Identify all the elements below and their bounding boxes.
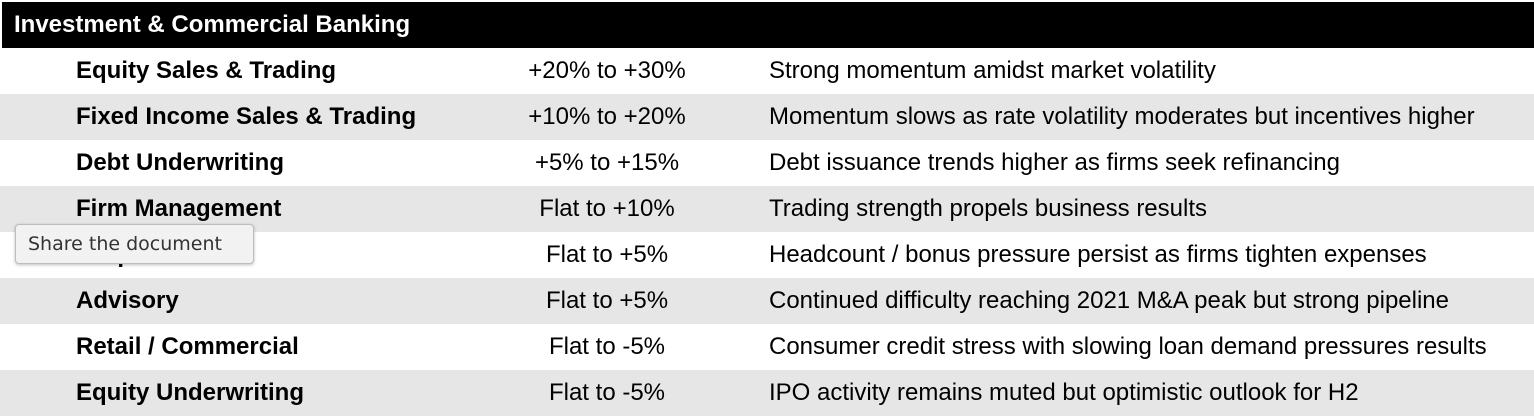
row-note: Strong momentum amidst market volatility bbox=[769, 57, 1216, 84]
share-document-tooltip: Share the document bbox=[15, 224, 254, 264]
table-row: Corporate Staff Flat to +5% Headcount / … bbox=[0, 232, 1534, 278]
row-segment-name: Fixed Income Sales & Trading bbox=[76, 103, 417, 130]
row-segment-name: Equity Sales & Trading bbox=[76, 57, 337, 84]
row-note: Debt issuance trends higher as firms see… bbox=[769, 149, 1340, 176]
table-row: Advisory Flat to +5% Continued difficult… bbox=[0, 278, 1534, 324]
row-range: Flat to +5% bbox=[545, 241, 669, 268]
row-note: IPO activity remains muted but optimisti… bbox=[769, 379, 1359, 406]
row-range: Flat to +10% bbox=[539, 195, 675, 222]
table-row: Equity Underwriting Flat to -5% IPO acti… bbox=[0, 370, 1534, 416]
row-note: Consumer credit stress with slowing loan… bbox=[769, 333, 1487, 360]
row-note: Continued difficulty reaching 2021 M&A p… bbox=[769, 287, 1450, 314]
table-row: Equity Sales & Trading +20% to +30% Stro… bbox=[0, 48, 1534, 94]
table-row: Retail / Commercial Flat to -5% Consumer… bbox=[0, 324, 1534, 370]
row-range: Flat to -5% bbox=[548, 333, 666, 360]
row-note: Momentum slows as rate volatility modera… bbox=[769, 103, 1475, 130]
table-row: Firm Management Flat to +10% Trading str… bbox=[0, 186, 1534, 232]
table-header-title: Investment & Commercial Banking bbox=[2, 2, 1534, 48]
table-row: Fixed Income Sales & Trading +10% to +20… bbox=[0, 94, 1534, 140]
row-range: +5% to +15% bbox=[534, 149, 680, 176]
row-segment-name: Retail / Commercial bbox=[76, 333, 299, 360]
row-segment-name: Advisory bbox=[76, 287, 179, 314]
table-body: Equity Sales & Trading +20% to +30% Stro… bbox=[0, 48, 1534, 416]
row-range: +10% to +20% bbox=[528, 103, 686, 130]
table-row: Debt Underwriting +5% to +15% Debt issua… bbox=[0, 140, 1534, 186]
row-segment-name: Debt Underwriting bbox=[76, 149, 284, 176]
row-range: Flat to -5% bbox=[548, 379, 666, 406]
row-range: Flat to +5% bbox=[545, 287, 669, 314]
row-segment-name: Equity Underwriting bbox=[76, 379, 304, 406]
row-note: Headcount / bonus pressure persist as fi… bbox=[769, 241, 1427, 268]
row-segment-name: Firm Management bbox=[76, 195, 282, 222]
row-range: +20% to +30% bbox=[528, 57, 686, 84]
row-note: Trading strength propels business result… bbox=[769, 195, 1207, 222]
